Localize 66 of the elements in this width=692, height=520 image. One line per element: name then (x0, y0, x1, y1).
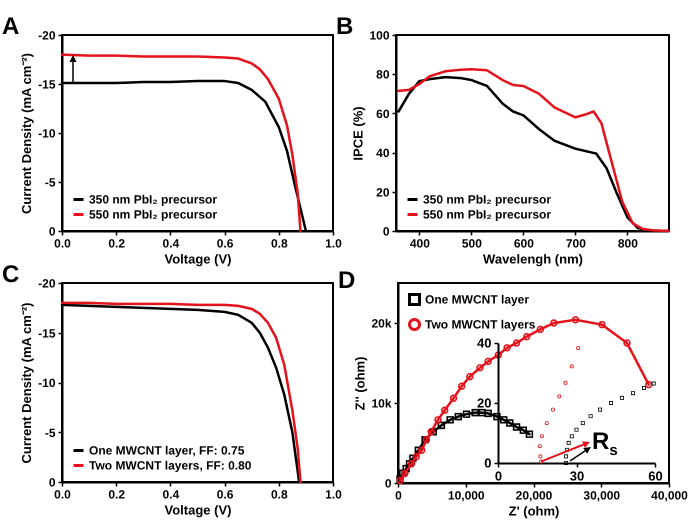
y-tick-label: 0 (382, 224, 390, 238)
legend-label: Two MWCNT layers, FF: 0.80 (89, 458, 252, 472)
y-axis-title: IPCE (%) (350, 106, 366, 161)
legend-label: One MWCNT layer, FF: 0.75 (89, 444, 245, 458)
legend-label: 350 nm PbI₂ precursor (89, 192, 218, 206)
y-axis-title: Current Density (mA cm⁻²) (19, 53, 34, 214)
legend-label: 350 nm PbI₂ precursor (423, 192, 552, 206)
x-tick-label: 0.0 (54, 488, 72, 502)
y-tick-label: -5 (44, 426, 56, 440)
y-tick-label: -10 (38, 376, 56, 390)
x-tick-label: 10,000 (448, 488, 485, 502)
y-tick-label: 20 (376, 185, 390, 200)
x-tick-label: 0 (395, 488, 402, 502)
x-tick-label: 30 (570, 468, 584, 484)
x-tick-label: 0.4 (162, 488, 180, 502)
y-tick-label: 40 (376, 146, 390, 160)
x-tick-label: 0.2 (108, 488, 126, 502)
y-tick-label: 20k (371, 316, 392, 330)
x-axis-title: Wavelengh (nm) (483, 252, 583, 266)
y-tick-label: 80 (376, 68, 390, 82)
x-tick-label: 30,000 (583, 488, 620, 502)
x-axis-title: Voltage (V) (164, 252, 232, 266)
chart-title: B (336, 13, 354, 40)
x-tick-label: 700 (566, 236, 586, 250)
x-tick-label: 500 (462, 236, 482, 250)
chart-title: A (2, 13, 20, 40)
y-tick-label: -20 (38, 28, 56, 42)
x-tick-label: 0.2 (108, 236, 126, 250)
legend-label: Two MWCNT layers (425, 318, 536, 332)
annotation: R$_{s}$ (592, 428, 618, 459)
y-tick-label: -5 (44, 176, 56, 190)
y-axis-title: Z'' (ohm) (352, 356, 368, 410)
y-tick-label: 20 (477, 396, 492, 410)
y-tick-label: -15 (38, 326, 56, 340)
x-tick-label: 0.6 (216, 488, 234, 502)
x-tick-label: 1.0 (325, 236, 342, 250)
chart-title: C (2, 261, 20, 288)
x-axis-title: Voltage (V) (164, 502, 232, 518)
x-tick-label: 800 (618, 236, 638, 250)
y-tick-label: 100 (369, 28, 390, 42)
x-tick-label: 600 (514, 236, 534, 250)
x-tick-label: 0.4 (162, 236, 180, 250)
y-tick-label: 0 (48, 224, 56, 238)
y-tick-label: -15 (38, 78, 56, 92)
x-tick-label: 0.8 (270, 488, 288, 502)
x-tick-label: 1.0 (325, 488, 342, 502)
x-tick-label: 20,000 (516, 488, 553, 502)
x-tick-label: 40,000 (651, 488, 688, 502)
chart-title: D (338, 267, 356, 294)
x-axis-title: Z' (ohm) (508, 504, 560, 518)
x-tick-label: 0.8 (270, 236, 288, 250)
x-tick-label: 400 (410, 236, 430, 250)
x-tick-label: 0 (494, 468, 502, 484)
y-tick-label: 60 (376, 106, 390, 121)
y-tick-label: 10k (371, 396, 392, 410)
x-tick-label: 0.6 (216, 236, 234, 250)
x-tick-label: 60 (648, 468, 663, 484)
legend-label: 550 nm PbI₂ precursor (89, 208, 218, 222)
y-tick-label: 40 (477, 336, 492, 350)
y-tick-label: -20 (38, 276, 56, 290)
y-tick-label: -10 (38, 126, 56, 140)
legend-label: 550 nm PbI₂ precursor (423, 208, 552, 222)
y-tick-label: 0 (484, 456, 492, 470)
legend-label: One MWCNT layer (425, 292, 530, 306)
x-tick-label: 0.0 (54, 236, 72, 250)
y-axis-title: Current Density (mA cm⁻²) (19, 302, 34, 464)
